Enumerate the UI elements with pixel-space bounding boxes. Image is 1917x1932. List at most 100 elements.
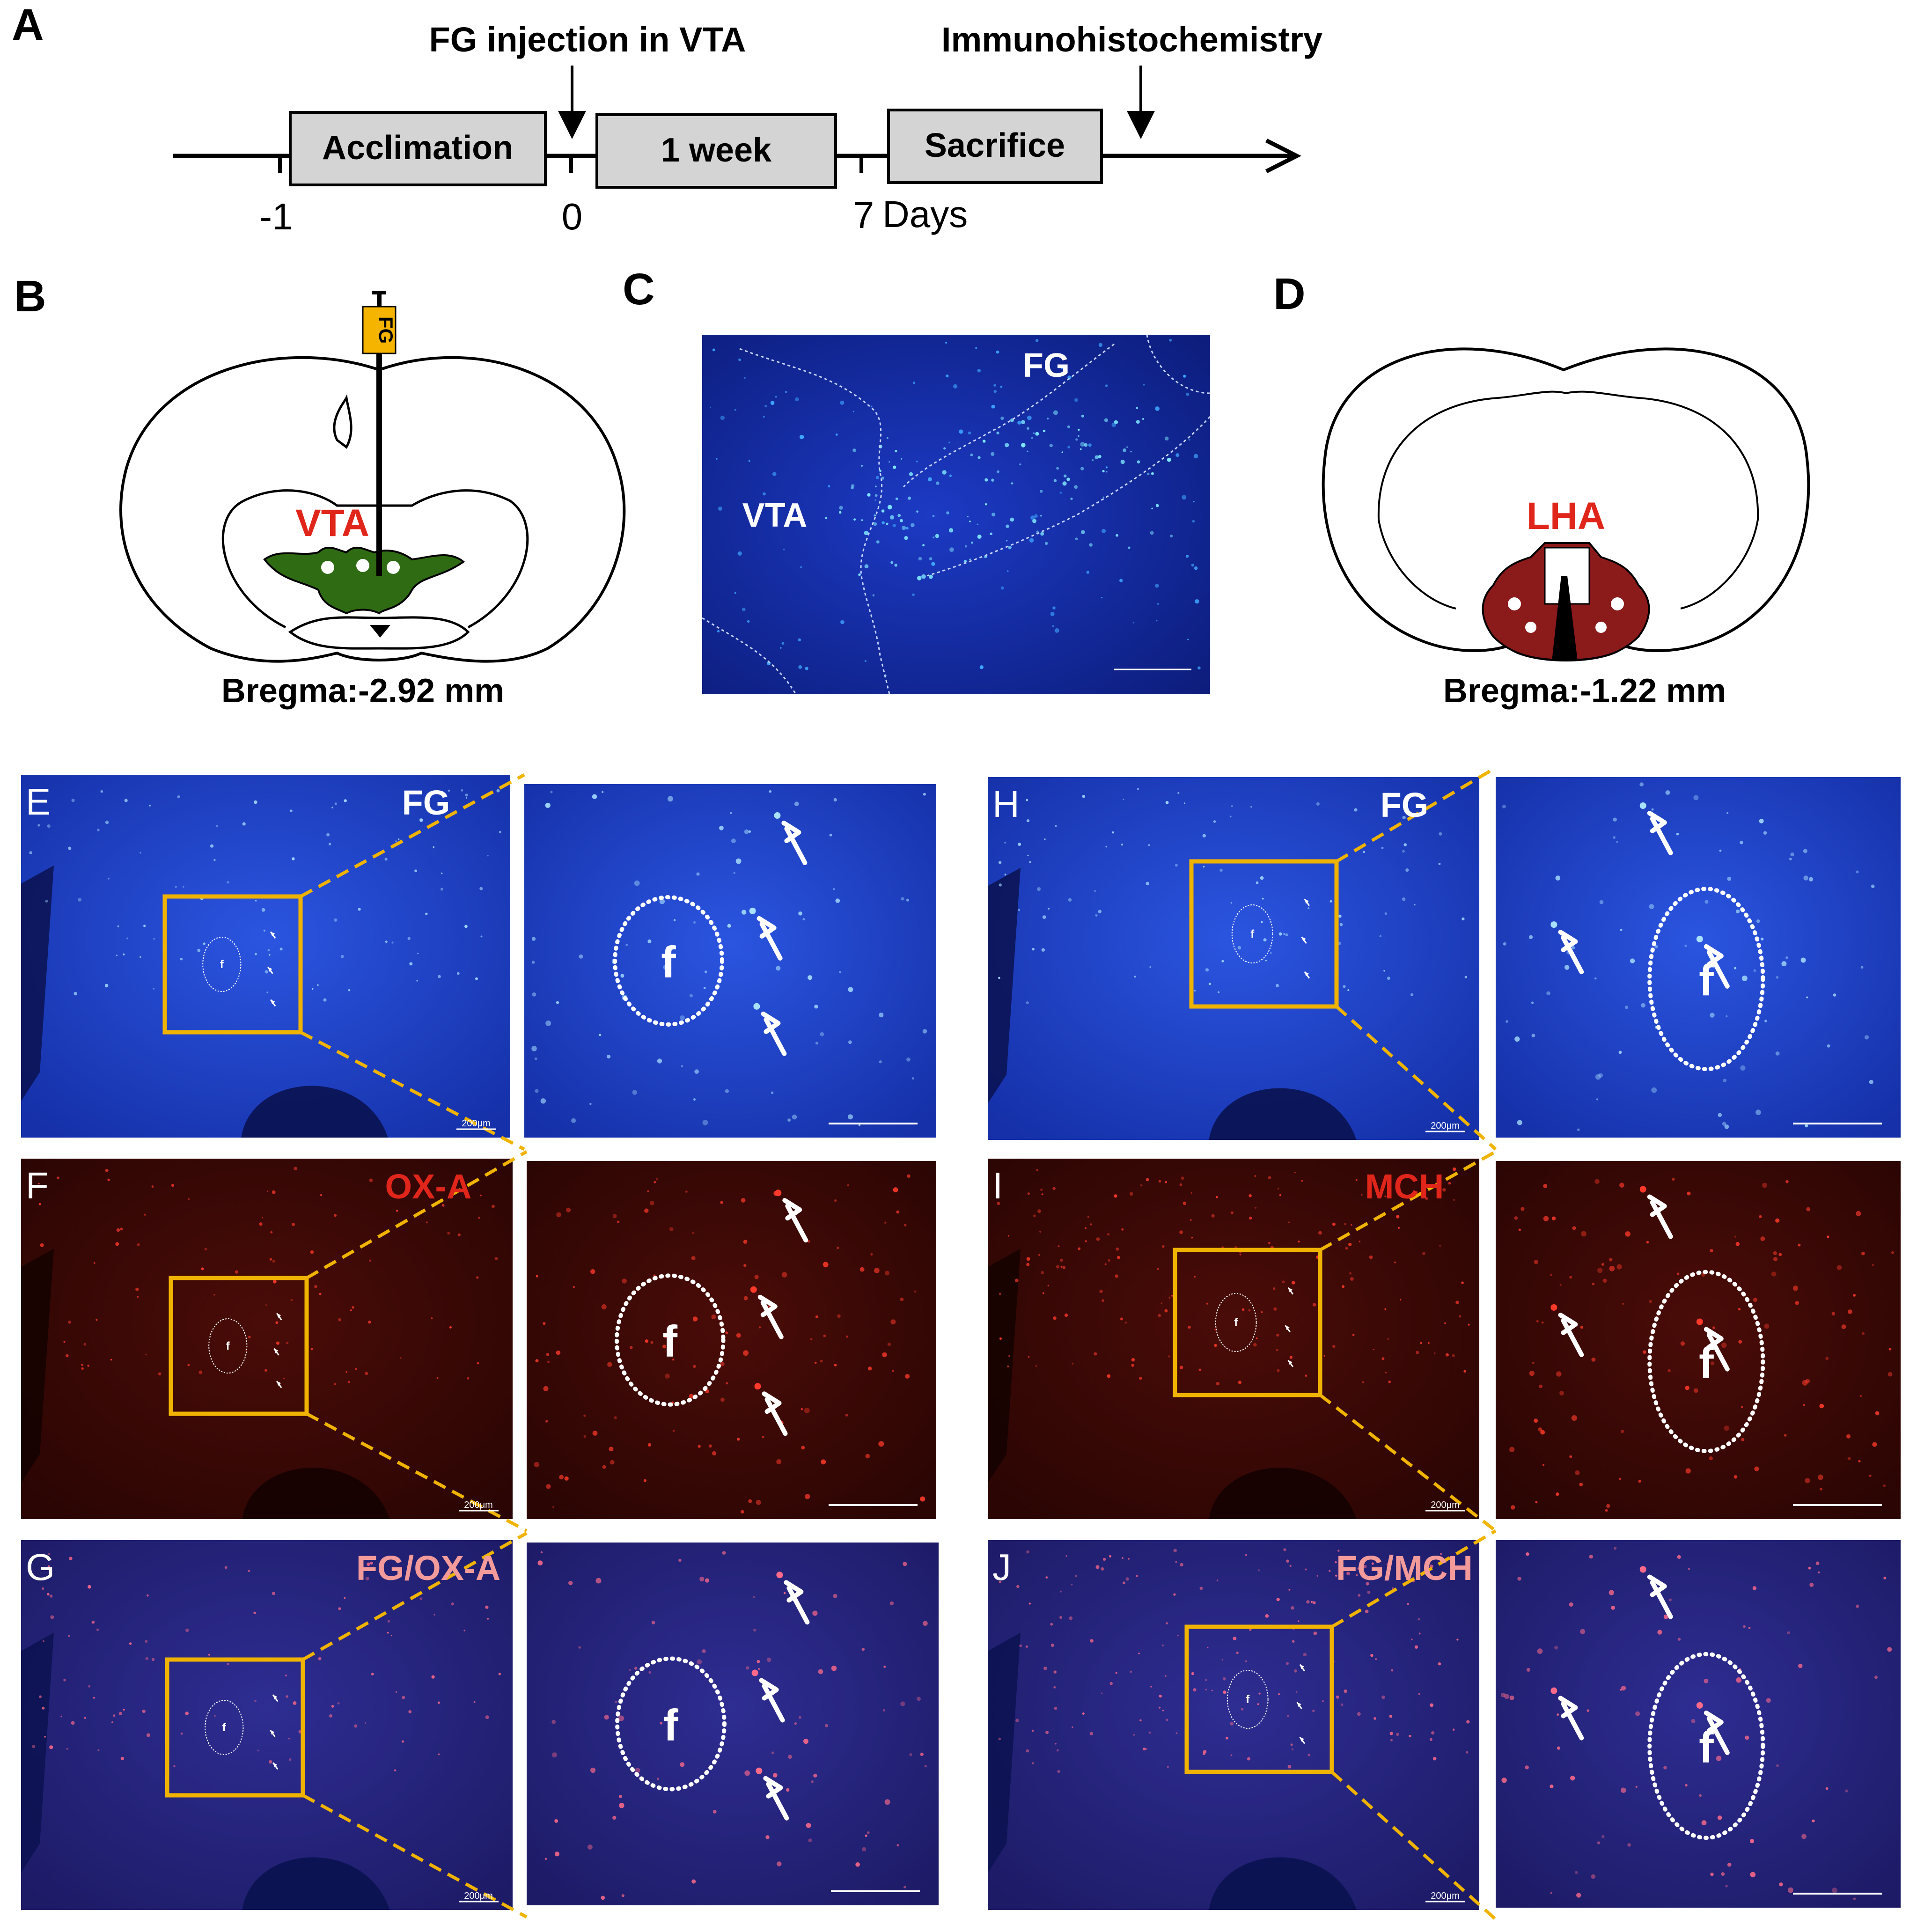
cell	[820, 1359, 823, 1363]
cell	[1386, 1562, 1390, 1566]
cell	[1806, 1207, 1811, 1212]
cell	[1117, 1256, 1120, 1259]
cell	[441, 872, 443, 874]
cell	[1741, 1438, 1745, 1441]
cell	[1128, 1558, 1130, 1560]
cell	[1214, 1344, 1217, 1347]
cell	[279, 948, 283, 951]
cell	[105, 820, 109, 824]
cell	[270, 1231, 273, 1234]
small-arrow-head	[1301, 937, 1306, 942]
cell	[922, 1029, 927, 1034]
cell	[1028, 1356, 1030, 1358]
cell	[1292, 1281, 1295, 1285]
cell	[1402, 815, 1406, 820]
cell	[615, 1700, 617, 1704]
cell	[334, 1383, 336, 1385]
cell	[753, 1628, 757, 1632]
cell	[1887, 1647, 1892, 1652]
fg-cell	[971, 541, 973, 544]
cell	[1800, 957, 1806, 963]
cell	[1099, 1289, 1103, 1293]
cell	[1827, 1044, 1830, 1048]
cell	[1627, 1843, 1631, 1847]
cell	[1741, 975, 1748, 981]
cell	[414, 869, 417, 873]
fg-cell	[1064, 474, 1067, 477]
fg-cell	[916, 510, 918, 513]
cell	[1501, 1778, 1507, 1783]
cell	[208, 1653, 210, 1656]
overview-image-g	[21, 1540, 513, 1910]
lha-label-d: LHA	[1527, 495, 1606, 537]
cell	[1414, 904, 1416, 906]
cell	[1008, 1355, 1011, 1357]
cell	[451, 1602, 454, 1606]
fg-cell	[929, 557, 933, 560]
fg-cell	[1105, 384, 1108, 387]
panel-c: C FG VTA	[623, 264, 1211, 695]
cell	[885, 1271, 890, 1276]
cell	[722, 1551, 726, 1555]
cell	[1764, 1323, 1770, 1329]
cell	[39, 1695, 42, 1698]
fg-cell	[828, 485, 830, 488]
cell	[1015, 1719, 1019, 1722]
vta-hole-2	[356, 559, 369, 572]
fg-cell	[1150, 531, 1154, 535]
cell	[447, 1232, 450, 1235]
cell	[1445, 1353, 1449, 1357]
cell	[883, 1666, 886, 1668]
cell	[1028, 1602, 1031, 1605]
cell	[1254, 1175, 1256, 1177]
cell	[91, 1620, 95, 1624]
fg-cell	[1074, 485, 1078, 489]
cell	[1053, 1316, 1057, 1320]
cell	[409, 962, 413, 966]
cell	[438, 975, 441, 978]
panel-letter-b: B	[14, 272, 46, 321]
fg-cell	[991, 404, 995, 409]
cell	[1089, 1732, 1094, 1735]
cell	[1292, 1748, 1294, 1751]
fg-cell	[783, 548, 785, 551]
fg-cell	[907, 496, 911, 500]
cell	[1290, 1743, 1293, 1746]
fornix-outline-small-e	[202, 937, 242, 992]
cell	[788, 1755, 792, 1759]
cell	[1704, 1679, 1709, 1683]
cell	[367, 1562, 370, 1566]
cell	[1306, 1600, 1310, 1604]
cell	[911, 1077, 914, 1080]
cell	[1205, 1689, 1207, 1691]
cell	[757, 1668, 761, 1670]
cell	[1745, 1735, 1749, 1740]
cell	[1278, 1693, 1280, 1696]
zoom-arrow	[1650, 1200, 1673, 1239]
cell	[1759, 818, 1764, 823]
cell	[1164, 1675, 1167, 1677]
cell	[900, 1297, 904, 1301]
cell	[1090, 1223, 1092, 1226]
highlighted-cell	[776, 1572, 783, 1579]
cell	[338, 1318, 341, 1322]
cell	[1036, 1169, 1039, 1172]
micrograph-c	[702, 335, 1210, 694]
cell	[823, 1334, 826, 1337]
fg-cell	[1187, 639, 1189, 640]
cell	[909, 1753, 912, 1756]
cell	[1027, 1192, 1030, 1195]
cell	[1663, 1614, 1668, 1619]
cell	[1262, 897, 1264, 900]
cell	[1883, 1576, 1887, 1579]
cell	[1298, 1241, 1300, 1243]
cell	[1085, 1240, 1087, 1242]
cell	[725, 1331, 728, 1335]
cell	[896, 1210, 900, 1214]
cell	[1116, 1247, 1119, 1251]
fg-cell	[712, 348, 715, 352]
highlighted-cell	[750, 1286, 757, 1293]
cell	[1285, 1662, 1289, 1665]
zoom-arrow-head	[1704, 1327, 1724, 1350]
fg-cell	[1120, 460, 1125, 464]
